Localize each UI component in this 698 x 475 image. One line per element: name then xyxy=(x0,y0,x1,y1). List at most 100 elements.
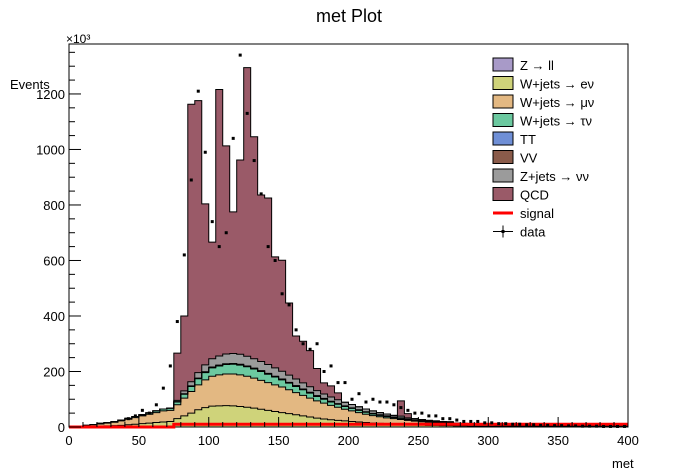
data-point xyxy=(259,192,263,196)
y-axis: 0 200 400 600 800 1000 1200 xyxy=(36,51,81,435)
data-point xyxy=(490,421,494,425)
data-point xyxy=(392,403,396,407)
x-tick-label: 50 xyxy=(132,433,146,448)
y-multiplier-label: ×10³ xyxy=(66,32,90,46)
x-tick-label: 150 xyxy=(268,433,290,448)
legend-label: TT xyxy=(520,132,536,147)
y-tick-label: 600 xyxy=(43,253,65,268)
data-point xyxy=(203,150,207,154)
data-point xyxy=(196,89,200,93)
data-point xyxy=(133,414,137,418)
legend-label: W+jets → τν xyxy=(520,114,592,129)
legend: Z → ll W+jets → eν W+jets → μν W+jets → τν T… xyxy=(492,57,594,240)
legend-item-w-jets-e: W+jets → eν xyxy=(492,76,594,92)
data-point xyxy=(567,424,571,428)
data-point xyxy=(126,417,130,421)
legend-label: W+jets → eν xyxy=(520,77,594,92)
data-point xyxy=(280,292,284,296)
data-point xyxy=(189,178,193,182)
data-point xyxy=(539,423,543,427)
data-point xyxy=(406,408,410,412)
data-point xyxy=(161,386,165,390)
legend-swatch xyxy=(492,131,514,146)
x-tick-label: 250 xyxy=(408,433,430,448)
legend-item-w-jets: W+jets → μν xyxy=(492,94,594,110)
data-points xyxy=(126,53,627,428)
legend-label: W+jets → μν xyxy=(520,95,594,110)
data-point xyxy=(140,408,144,412)
data-point xyxy=(413,411,417,415)
data-point xyxy=(518,422,522,426)
data-point xyxy=(294,328,298,332)
data-point xyxy=(595,424,599,428)
data-point xyxy=(224,231,228,235)
data-point xyxy=(427,414,431,418)
legend-item-data: data xyxy=(493,225,546,240)
data-point xyxy=(462,419,466,423)
data-point xyxy=(231,136,235,140)
data-point xyxy=(504,422,508,426)
x-tick-label: 350 xyxy=(547,433,569,448)
data-point xyxy=(238,53,242,57)
data-point xyxy=(385,400,389,404)
data-point xyxy=(448,417,452,421)
legend-swatch xyxy=(492,187,514,201)
legend-label: signal xyxy=(520,206,554,221)
legend-item-signal: signal xyxy=(493,206,554,221)
legend-swatch-marker xyxy=(501,230,505,233)
data-point xyxy=(336,381,340,385)
x-tick-label: 400 xyxy=(617,433,639,448)
legend-label: Z+jets → νν xyxy=(520,169,589,184)
data-point xyxy=(378,400,382,404)
y-axis-label: Events xyxy=(10,77,50,92)
data-point xyxy=(273,258,277,262)
data-point xyxy=(469,419,473,423)
data-point xyxy=(560,424,564,428)
data-point xyxy=(623,424,627,428)
x-tick-label: 0 xyxy=(65,433,72,448)
y-tick-label: 1200 xyxy=(36,87,65,102)
data-point xyxy=(602,424,606,428)
data-point xyxy=(483,421,487,425)
data-point xyxy=(525,423,529,427)
data-point xyxy=(217,245,221,249)
legend-swatch xyxy=(492,150,514,164)
legend-item-z-jets: Z+jets → νν xyxy=(492,168,589,184)
data-point xyxy=(147,411,151,415)
data-point xyxy=(322,369,326,373)
x-tick-label: 300 xyxy=(477,433,499,448)
legend-item-vv: VV xyxy=(492,150,538,166)
data-point xyxy=(364,400,368,404)
legend-label: Z → ll xyxy=(520,58,554,73)
x-axis: 0 50 100 150 200 250 300 350 400 xyxy=(65,417,639,448)
legend-item-w-jets: W+jets → τν xyxy=(492,113,592,129)
data-point xyxy=(287,303,291,307)
data-point xyxy=(581,424,585,428)
data-point xyxy=(420,411,424,415)
data-point xyxy=(371,397,375,401)
data-point xyxy=(511,422,515,426)
data-point xyxy=(546,423,550,427)
data-point xyxy=(266,245,270,249)
data-point xyxy=(588,424,592,428)
data-point xyxy=(609,424,613,428)
legend-item-tt: TT xyxy=(492,131,536,147)
data-point xyxy=(574,424,578,428)
data-point xyxy=(175,320,179,324)
data-point xyxy=(252,159,256,163)
data-point xyxy=(315,342,319,346)
legend-item-z-ll: Z → ll xyxy=(492,57,554,73)
data-point xyxy=(154,403,158,407)
legend-label: QCD xyxy=(520,188,549,203)
data-point xyxy=(350,397,354,401)
data-point xyxy=(616,424,620,428)
legend-swatch xyxy=(492,168,514,183)
data-point xyxy=(399,406,403,410)
legend-swatch xyxy=(492,113,514,127)
data-point xyxy=(210,220,214,224)
data-point xyxy=(329,364,333,368)
legend-label: data xyxy=(520,225,546,240)
data-point xyxy=(455,418,459,422)
y-tick-label: 800 xyxy=(43,198,65,213)
y-tick-label: 0 xyxy=(58,420,65,435)
